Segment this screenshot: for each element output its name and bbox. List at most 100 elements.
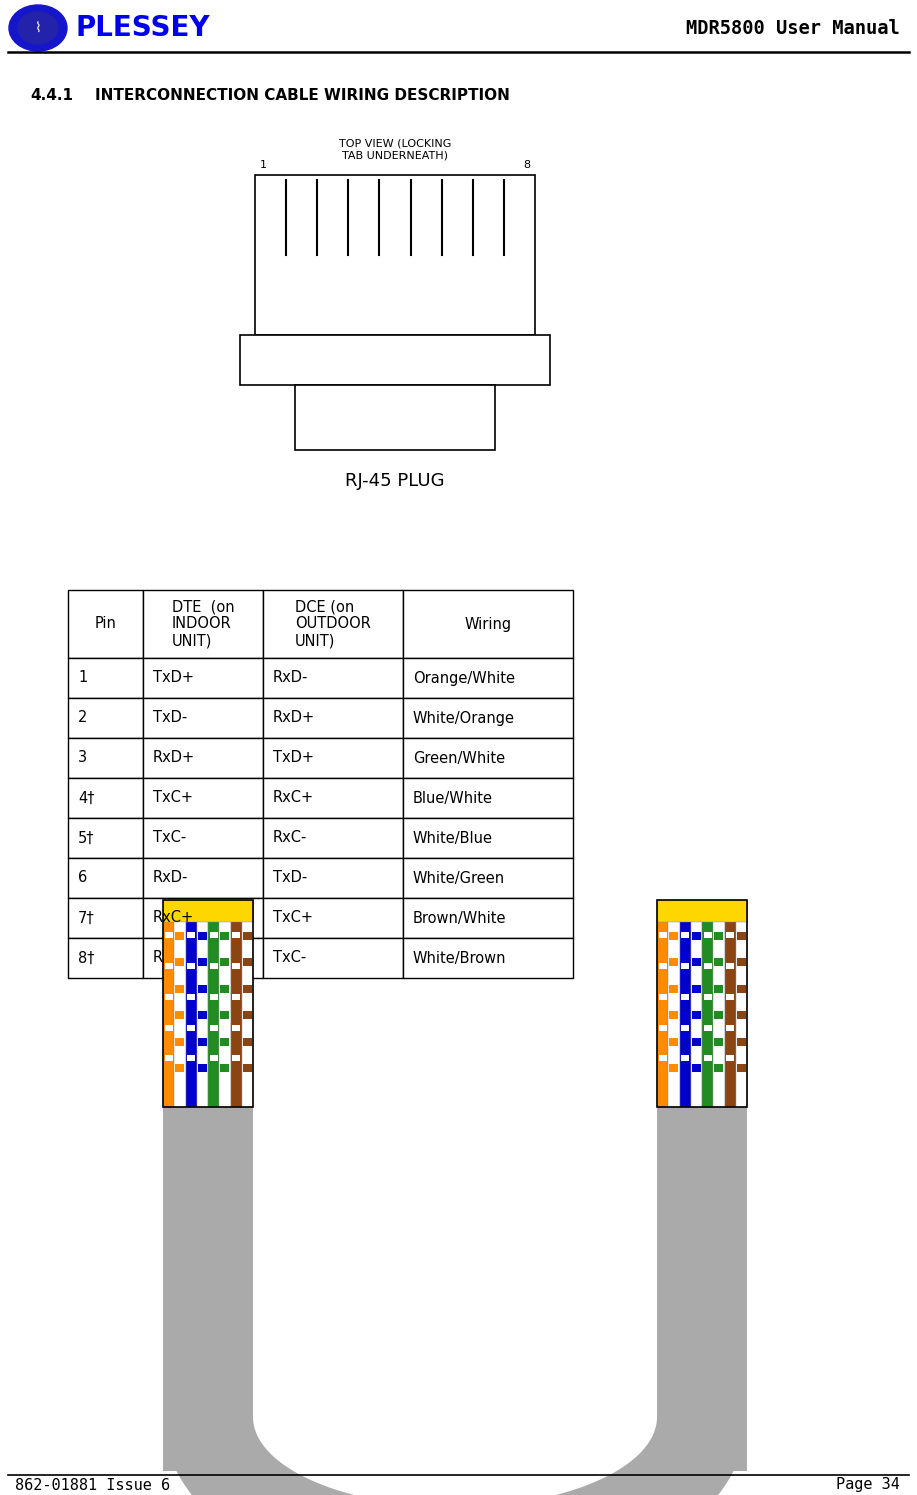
Text: 6: 6 bbox=[78, 870, 87, 885]
Bar bbox=[68, 739, 143, 777]
Bar bbox=[691, 958, 701, 966]
Text: RxD+: RxD+ bbox=[273, 710, 315, 725]
Bar bbox=[691, 931, 701, 940]
Bar bbox=[68, 937, 143, 978]
Text: RJ-45 PLUG: RJ-45 PLUG bbox=[345, 472, 445, 490]
Bar bbox=[175, 1038, 184, 1045]
Bar bbox=[163, 1106, 253, 1417]
Bar bbox=[703, 963, 712, 969]
Bar bbox=[163, 922, 174, 1106]
Bar bbox=[737, 985, 746, 993]
Text: Green/White: Green/White bbox=[413, 750, 505, 765]
Bar bbox=[726, 963, 735, 969]
Bar bbox=[263, 818, 403, 858]
Bar bbox=[210, 994, 217, 1000]
Bar bbox=[242, 922, 253, 1106]
Bar bbox=[220, 985, 229, 993]
Text: TxD+: TxD+ bbox=[153, 670, 194, 686]
Bar bbox=[187, 994, 195, 1000]
Bar bbox=[143, 591, 263, 658]
Bar bbox=[143, 698, 263, 739]
Bar bbox=[243, 1064, 252, 1072]
Bar bbox=[68, 698, 143, 739]
Text: MDR5800 User Manual: MDR5800 User Manual bbox=[686, 18, 900, 37]
Bar bbox=[165, 963, 172, 969]
Bar bbox=[403, 698, 573, 739]
Text: RxC-: RxC- bbox=[273, 831, 307, 846]
Bar bbox=[681, 931, 689, 937]
Text: RxC+: RxC+ bbox=[153, 910, 194, 925]
Bar bbox=[703, 994, 712, 1000]
Bar bbox=[243, 985, 252, 993]
Bar bbox=[165, 994, 172, 1000]
Bar bbox=[403, 858, 573, 898]
Bar bbox=[658, 1055, 667, 1061]
Bar bbox=[175, 985, 184, 993]
Bar bbox=[669, 985, 679, 993]
Bar bbox=[726, 994, 735, 1000]
Bar bbox=[210, 963, 217, 969]
Text: 8: 8 bbox=[524, 160, 531, 170]
Bar bbox=[143, 858, 263, 898]
Bar bbox=[669, 958, 679, 966]
Text: 5†: 5† bbox=[78, 831, 94, 846]
Bar bbox=[263, 658, 403, 698]
Bar bbox=[163, 900, 253, 922]
Bar bbox=[143, 937, 263, 978]
Bar bbox=[198, 985, 207, 993]
Bar bbox=[737, 1011, 746, 1020]
Bar bbox=[403, 937, 573, 978]
Ellipse shape bbox=[18, 12, 58, 43]
Bar bbox=[657, 922, 668, 1106]
Bar bbox=[703, 931, 712, 937]
Text: TxC+: TxC+ bbox=[273, 910, 313, 925]
Bar bbox=[187, 1055, 195, 1061]
Bar bbox=[163, 1417, 253, 1471]
Bar bbox=[714, 985, 724, 993]
Text: 3: 3 bbox=[78, 750, 87, 765]
Bar bbox=[263, 858, 403, 898]
Bar bbox=[143, 739, 263, 777]
Bar bbox=[210, 931, 217, 937]
Text: PLESSEY: PLESSEY bbox=[75, 13, 210, 42]
Bar bbox=[295, 386, 495, 450]
Bar bbox=[669, 1011, 679, 1020]
Text: 2: 2 bbox=[78, 710, 87, 725]
Bar bbox=[263, 739, 403, 777]
Bar bbox=[210, 1055, 217, 1061]
Bar bbox=[210, 1024, 217, 1030]
Bar bbox=[657, 1417, 747, 1471]
Text: TxC+: TxC+ bbox=[153, 791, 193, 806]
Bar bbox=[737, 958, 746, 966]
Bar bbox=[714, 1011, 724, 1020]
Text: TxC-: TxC- bbox=[273, 951, 306, 966]
Bar bbox=[187, 1024, 195, 1030]
Text: TOP VIEW (LOCKING: TOP VIEW (LOCKING bbox=[338, 138, 451, 148]
Bar bbox=[658, 994, 667, 1000]
Bar bbox=[220, 931, 229, 940]
Bar bbox=[68, 591, 143, 658]
Bar bbox=[737, 931, 746, 940]
Bar bbox=[175, 931, 184, 940]
Bar bbox=[691, 985, 701, 993]
Bar bbox=[703, 1024, 712, 1030]
Bar bbox=[681, 994, 689, 1000]
Text: White/Orange: White/Orange bbox=[413, 710, 515, 725]
Text: Page 34: Page 34 bbox=[836, 1477, 900, 1492]
Bar bbox=[714, 931, 724, 940]
Bar bbox=[243, 1011, 252, 1020]
Text: TxD-: TxD- bbox=[273, 870, 307, 885]
Bar bbox=[681, 1055, 689, 1061]
Text: White/Blue: White/Blue bbox=[413, 831, 493, 846]
Text: RxD+: RxD+ bbox=[153, 750, 195, 765]
Bar bbox=[263, 777, 403, 818]
Ellipse shape bbox=[9, 4, 67, 51]
Bar bbox=[669, 1064, 679, 1072]
Text: White/Brown: White/Brown bbox=[413, 951, 506, 966]
Text: Wiring: Wiring bbox=[464, 616, 512, 631]
Bar bbox=[403, 591, 573, 658]
Bar bbox=[220, 958, 229, 966]
Bar bbox=[187, 963, 195, 969]
Bar bbox=[243, 931, 252, 940]
Bar bbox=[163, 900, 253, 1106]
